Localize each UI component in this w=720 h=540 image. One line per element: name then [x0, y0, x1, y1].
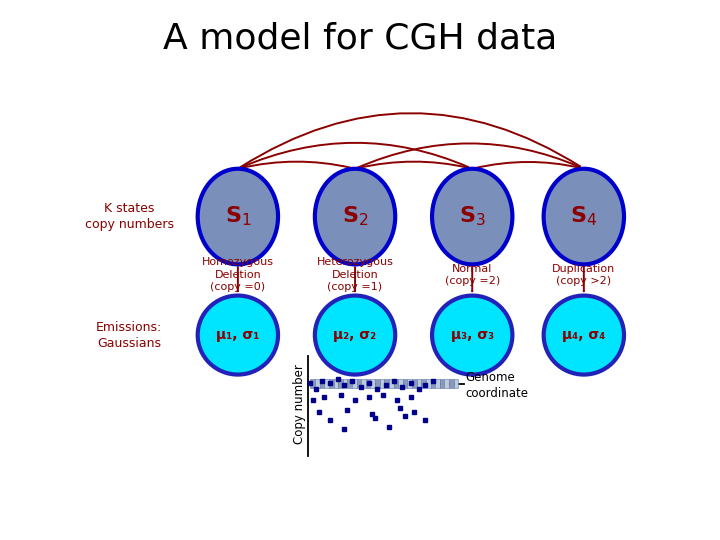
Bar	[417, 379, 421, 388]
Bar	[408, 379, 412, 388]
Bar	[435, 379, 440, 388]
Text: Emissions:
Gaussians: Emissions: Gaussians	[96, 321, 162, 349]
Bar	[320, 379, 324, 388]
Bar	[371, 379, 375, 388]
Text: A model for CGH data: A model for CGH data	[163, 22, 557, 56]
Bar	[329, 379, 333, 388]
Bar	[431, 379, 435, 388]
Bar	[310, 379, 315, 388]
Bar	[366, 379, 371, 388]
Text: Heterozygous
Deletion
(copy =1): Heterozygous Deletion (copy =1)	[317, 258, 394, 292]
Ellipse shape	[432, 295, 513, 375]
Ellipse shape	[544, 168, 624, 265]
Bar	[356, 379, 361, 388]
Bar	[402, 379, 408, 388]
Bar	[421, 379, 426, 388]
Bar	[352, 379, 356, 388]
Bar	[361, 379, 366, 388]
Ellipse shape	[198, 168, 278, 265]
Bar	[333, 379, 338, 388]
FancyArrowPatch shape	[240, 143, 468, 167]
Bar	[375, 379, 379, 388]
Bar	[394, 379, 398, 388]
Bar	[449, 379, 454, 388]
Ellipse shape	[432, 168, 513, 265]
Text: μ₄, σ₄: μ₄, σ₄	[562, 328, 606, 342]
FancyArrowPatch shape	[475, 162, 580, 168]
Text: S$_1$: S$_1$	[225, 205, 251, 228]
Text: Normal
(copy =2): Normal (copy =2)	[445, 264, 500, 286]
Text: K states
copy numbers: K states copy numbers	[84, 202, 174, 231]
Bar	[324, 379, 329, 388]
Text: S$_2$: S$_2$	[342, 205, 369, 228]
Ellipse shape	[544, 295, 624, 375]
FancyArrowPatch shape	[240, 161, 351, 168]
Bar	[384, 379, 389, 388]
Bar	[379, 379, 384, 388]
Text: Homozygous
Deletion
(copy =0): Homozygous Deletion (copy =0)	[202, 258, 274, 292]
Text: Genome
coordinate: Genome coordinate	[465, 372, 528, 400]
Bar	[343, 379, 347, 388]
Bar	[444, 379, 449, 388]
Ellipse shape	[198, 295, 278, 375]
Bar	[389, 379, 394, 388]
Ellipse shape	[315, 168, 395, 265]
Text: μ₃, σ₃: μ₃, σ₃	[451, 328, 494, 342]
Bar	[454, 379, 459, 388]
Text: μ₂, σ₂: μ₂, σ₂	[333, 328, 377, 342]
Text: μ₁, σ₁: μ₁, σ₁	[216, 328, 259, 342]
Ellipse shape	[315, 295, 395, 375]
Bar	[440, 379, 444, 388]
Bar	[426, 379, 431, 388]
FancyArrowPatch shape	[358, 144, 580, 167]
Text: S$_3$: S$_3$	[459, 205, 485, 228]
Text: Copy number: Copy number	[293, 364, 306, 444]
Bar	[338, 379, 343, 388]
FancyArrowPatch shape	[358, 161, 468, 168]
Text: Duplication
(copy >2): Duplication (copy >2)	[552, 264, 616, 286]
Bar	[412, 379, 417, 388]
Text: S$_4$: S$_4$	[570, 205, 598, 228]
Bar	[398, 379, 402, 388]
FancyArrowPatch shape	[240, 113, 580, 167]
Bar	[347, 379, 352, 388]
Bar	[315, 379, 320, 388]
